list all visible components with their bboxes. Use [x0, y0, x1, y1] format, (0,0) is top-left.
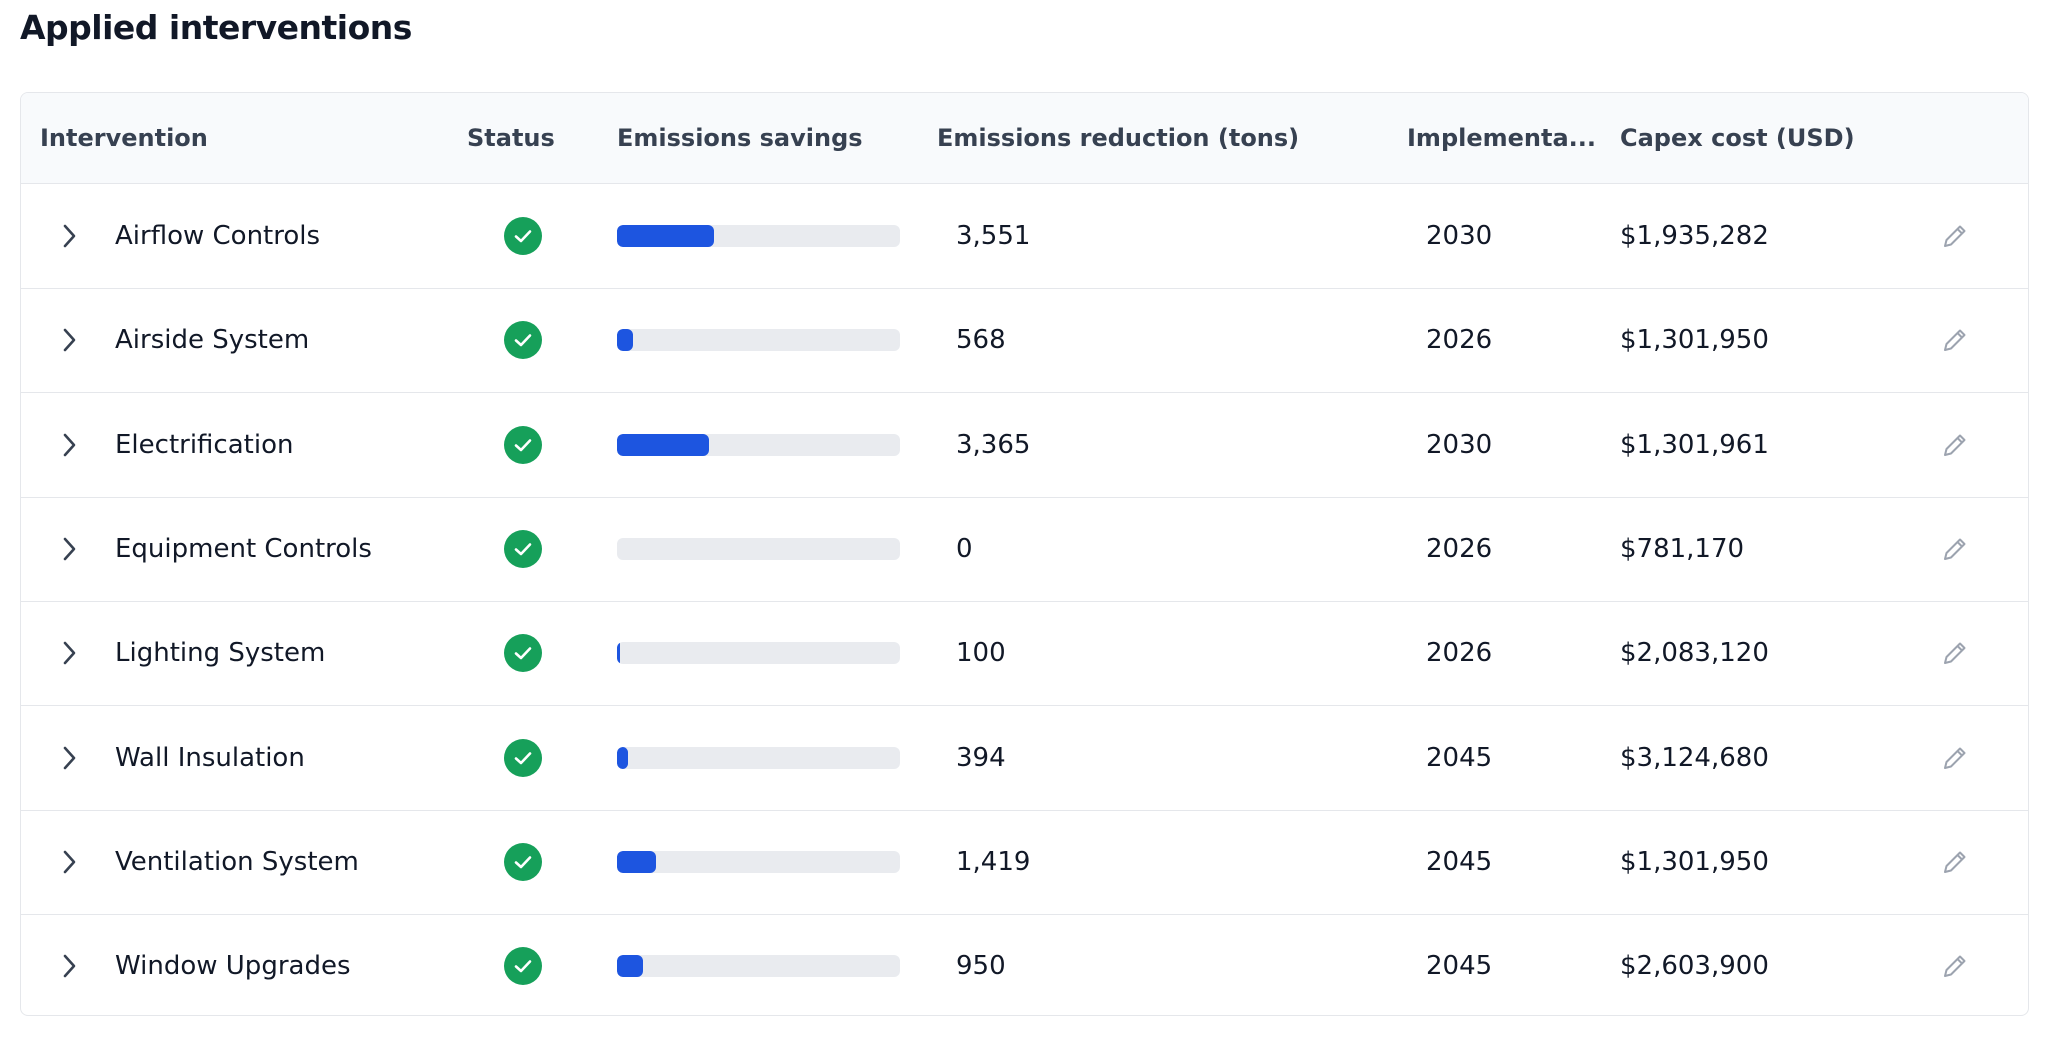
implementation-year: 2026 — [1426, 533, 1493, 564]
edit-button[interactable] — [1940, 638, 1970, 672]
implementation-year: 2045 — [1426, 742, 1493, 773]
savings-track — [617, 746, 900, 769]
status-icon — [504, 321, 542, 363]
status-icon — [504, 842, 542, 885]
edit-button[interactable] — [1940, 847, 1970, 881]
table-row: Airside System 568 2026 $1,301,950 — [21, 288, 2028, 394]
savings-track — [617, 955, 900, 978]
capex-cost: $1,301,950 — [1620, 325, 1769, 356]
emissions-reduction: 950 — [956, 951, 1006, 982]
edit-button[interactable] — [1940, 430, 1970, 464]
emissions-reduction: 100 — [956, 638, 1006, 669]
emissions-reduction: 568 — [956, 325, 1006, 356]
emissions-reduction: 3,365 — [956, 429, 1031, 460]
table-row: Lighting System 100 2026 $2,083,120 — [21, 601, 2028, 707]
table-row: Ventilation System 1,419 2045 $1,301,950 — [21, 810, 2028, 915]
implementation-year: 2026 — [1426, 638, 1493, 669]
intervention-name: Window Upgrades — [115, 951, 351, 982]
expand-chevron[interactable] — [59, 744, 79, 776]
status-icon — [504, 634, 542, 676]
intervention-name: Airflow Controls — [115, 221, 321, 251]
emissions-reduction: 3,551 — [956, 221, 1031, 251]
capex-cost: $3,124,680 — [1620, 742, 1769, 773]
emissions-reduction: 1,419 — [956, 846, 1031, 877]
column-header: Emissions reduction (tons) — [937, 124, 1300, 152]
savings-bar — [617, 850, 656, 873]
status-icon — [504, 217, 542, 259]
capex-cost: $2,603,900 — [1620, 951, 1769, 982]
edit-button[interactable] — [1940, 221, 1970, 255]
emissions-reduction: 394 — [956, 742, 1006, 773]
capex-cost: $1,301,961 — [1620, 429, 1769, 460]
savings-bar — [617, 225, 715, 247]
column-header: Status — [467, 124, 555, 152]
status-icon — [504, 947, 542, 989]
intervention-name: Equipment Controls — [115, 533, 372, 564]
column-header: Implementa... — [1407, 124, 1597, 152]
intervention-name: Wall Insulation — [115, 742, 305, 773]
table-row: Window Upgrades 950 2045 $2,603,900 — [21, 914, 2028, 1015]
column-header: Capex cost (USD) — [1620, 124, 1855, 152]
expand-chevron[interactable] — [59, 952, 79, 984]
savings-bar — [617, 642, 620, 665]
expand-chevron[interactable] — [59, 431, 79, 463]
intervention-name: Lighting System — [115, 638, 326, 669]
table-row: Airflow Controls 3,551 2030 $1,935,282 — [21, 184, 2028, 289]
expand-chevron[interactable] — [59, 639, 79, 671]
savings-track — [617, 225, 900, 247]
savings-bar — [617, 329, 633, 352]
expand-chevron[interactable] — [59, 326, 79, 358]
implementation-year: 2030 — [1426, 221, 1493, 251]
implementation-year: 2045 — [1426, 846, 1493, 877]
savings-bar — [617, 433, 710, 456]
edit-button[interactable] — [1940, 534, 1970, 568]
capex-cost: $2,083,120 — [1620, 638, 1769, 669]
table-row: Electrification 3,365 2030 $1,301,961 — [21, 393, 2028, 498]
savings-track — [617, 850, 900, 873]
intervention-name: Ventilation System — [115, 846, 359, 877]
column-header: Intervention — [40, 124, 208, 152]
savings-track — [617, 329, 900, 352]
status-icon — [504, 425, 542, 468]
table-row: Equipment Controls 0 2026 $781,170 — [21, 497, 2028, 602]
capex-cost: $1,301,950 — [1620, 846, 1769, 877]
expand-chevron[interactable] — [59, 848, 79, 880]
capex-cost: $1,935,282 — [1620, 221, 1769, 251]
column-header: Emissions savings — [617, 124, 863, 152]
status-icon — [504, 529, 542, 572]
implementation-year: 2045 — [1426, 951, 1493, 982]
savings-track — [617, 537, 900, 560]
intervention-name: Electrification — [115, 429, 294, 460]
edit-button[interactable] — [1940, 743, 1970, 777]
expand-chevron[interactable] — [59, 222, 79, 254]
savings-track — [617, 433, 900, 456]
edit-button[interactable] — [1940, 325, 1970, 359]
emissions-reduction: 0 — [956, 533, 973, 564]
table: Intervention Status Emissions savings Emiss… — [20, 92, 2029, 1016]
savings-bar — [617, 746, 628, 769]
intervention-name: Airside System — [115, 325, 310, 356]
savings-bar — [617, 955, 643, 978]
table-row: Wall Insulation 394 2045 $3,124,680 — [21, 706, 2028, 811]
table-header: Intervention Status Emissions savings Emiss… — [21, 93, 2028, 184]
expand-chevron[interactable] — [59, 535, 79, 567]
page-title: Applied interventions — [20, 8, 412, 47]
status-icon — [504, 738, 542, 781]
savings-track — [617, 642, 900, 665]
implementation-year: 2030 — [1426, 429, 1493, 460]
implementation-year: 2026 — [1426, 325, 1493, 356]
capex-cost: $781,170 — [1620, 533, 1745, 564]
edit-button[interactable] — [1940, 951, 1970, 985]
